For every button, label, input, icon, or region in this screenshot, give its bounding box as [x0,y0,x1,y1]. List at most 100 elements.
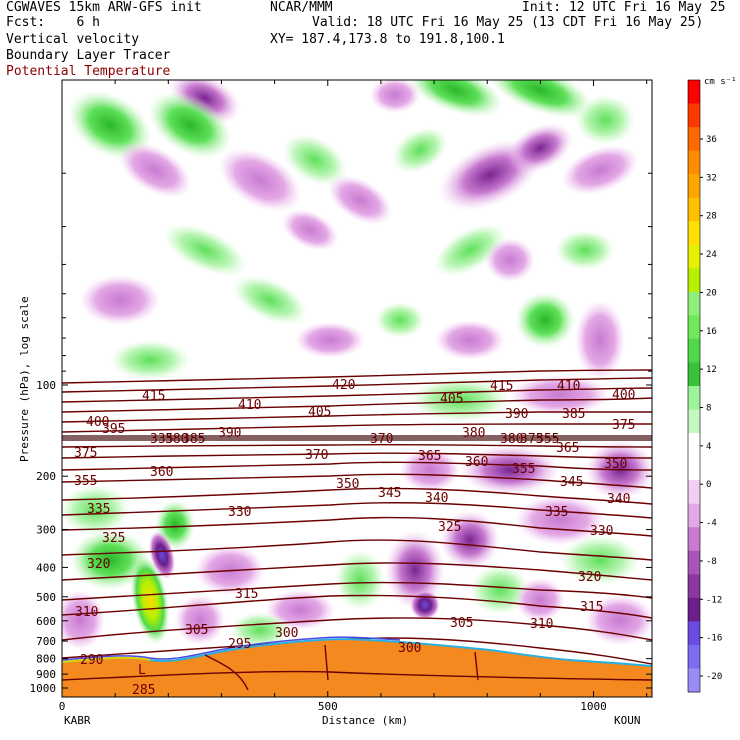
colorbar-tick-label: 4 [706,442,711,452]
colorbar-swatch [688,503,700,528]
left-station-label: KABR [64,714,91,727]
x-tick-label: 500 [318,700,338,713]
forecast-hour: Fcst: 6 h [6,15,100,30]
theta-label: 310 [75,605,98,620]
colorbar-swatch [688,386,700,411]
colorbar-tick-label: 24 [706,250,717,260]
colorbar-tick-label: 12 [706,365,717,375]
theta-label: 340 [607,492,630,507]
colorbar-swatch [688,291,700,316]
theta-label: 395 [102,422,125,437]
low-marker: L [138,663,146,678]
theta-label: 325 [438,520,461,535]
theta-label: 355 [74,474,97,489]
x-tick-label: 1000 [580,700,607,713]
y-tick-label: 300 [36,524,56,537]
theta-label: 405 [440,392,463,407]
theta-label: 390 [218,426,241,441]
colorbar-tick-label: 20 [706,288,717,298]
cross-section-coordinates: XY= 187.4,173.8 to 191.8,100.1 [270,32,505,47]
theta-label: 345 [378,486,401,501]
theta-label: 305 [450,616,473,631]
model-title: CGWAVES 15km ARW-GFS init [6,0,202,15]
colorbar-tick-label: 36 [706,135,717,145]
colorbar: 36 32 28 24 20 16 12 8 4 0 -4 -8 -12 -16 -20 [687,79,722,693]
colorbar-tick-label: 28 [706,212,717,222]
vertical-velocity-field [62,80,652,650]
theta-label: 330 [228,505,251,520]
theta-label: 380 [165,432,188,447]
theta-label: 415 [142,389,165,404]
theta-label: 305 [185,623,208,638]
y-tick-label: 100 [36,379,56,392]
theta-label: 300 [275,626,298,641]
colorbar-tick-label: 32 [706,173,717,183]
colorbar-swatch [688,409,700,434]
colorbar-tick-label: -4 [706,519,717,529]
terrain [61,636,653,697]
colorbar-tick-label: -16 [706,634,722,644]
y-tick-label: 900 [36,668,56,681]
theta-label: 415 [490,379,513,394]
colorbar-swatch [688,103,700,128]
colorbar-tick-label: 0 [706,480,711,490]
plot-frame [61,79,653,698]
y-tick-label: 700 [36,635,56,648]
theta-label: 420 [332,378,355,393]
theta-label: 375 [520,432,543,447]
colorbar-swatch [688,621,700,646]
theta-label: 325 [102,531,125,546]
colorbar-swatch [688,197,700,222]
y-axis-label: Pressure (hPa), log scale [18,296,31,462]
colorbar-swatch [688,644,700,669]
y-tick-label: 800 [36,653,56,666]
potential-temperature-contours [62,369,652,665]
theta-label: 380 [462,426,485,441]
colorbar-tick-label: -8 [706,557,717,567]
theta-label: 380 [500,432,523,447]
theta-label: 310 [530,617,553,632]
theta-label: 320 [87,557,110,572]
right-station-label: KOUN [614,714,641,727]
colorbar-swatch [688,221,700,246]
colorbar-swatch [688,80,700,105]
variable-bl-tracer: Boundary Layer Tracer [6,48,171,63]
theta-label: 385 [182,432,205,447]
theta-label: 365 [556,441,579,456]
theta-label: 390 [505,407,528,422]
theta-label: 335 [545,505,568,520]
colorbar-swatch [688,668,700,693]
init-time: Init: 12 UTC Fri 16 May 25 [522,0,726,15]
theta-label: 370 [305,448,328,463]
colorbar-swatch [688,527,700,552]
colorbar-swatch [688,550,700,575]
theta-label: 335 [87,502,110,517]
y-tick-label: 500 [36,591,56,604]
theta-label: 405 [308,405,331,420]
theta-label: 370 [370,432,393,447]
y-tick-label: 200 [36,470,56,483]
y-tick-label: 600 [36,615,56,628]
theta-label: 330 [590,524,613,539]
org-label: NCAR/MMM [270,0,333,15]
colorbar-tick-label: -20 [706,672,722,682]
theta-label: 375 [74,446,97,461]
theta-label: 350 [336,477,359,492]
colorbar-swatch [688,268,700,293]
y-tick-label: 1000 [30,682,57,695]
colorbar-swatch [688,127,700,152]
colorbar-swatch [688,433,700,458]
colorbar-swatch [688,597,700,622]
theta-label: 345 [560,475,583,490]
colorbar-tick-label: -12 [706,595,722,605]
theta-label: 350 [604,457,627,472]
colorbar-units: cm s⁻¹ [704,77,737,87]
theta-label: 315 [235,587,258,602]
colorbar-swatch [688,315,700,340]
theta-label: 300 [398,641,421,656]
valid-time: Valid: 18 UTC Fri 16 May 25 (13 CDT Fri … [312,15,704,30]
theta-label: 410 [238,398,261,413]
colorbar-swatch [688,174,700,199]
